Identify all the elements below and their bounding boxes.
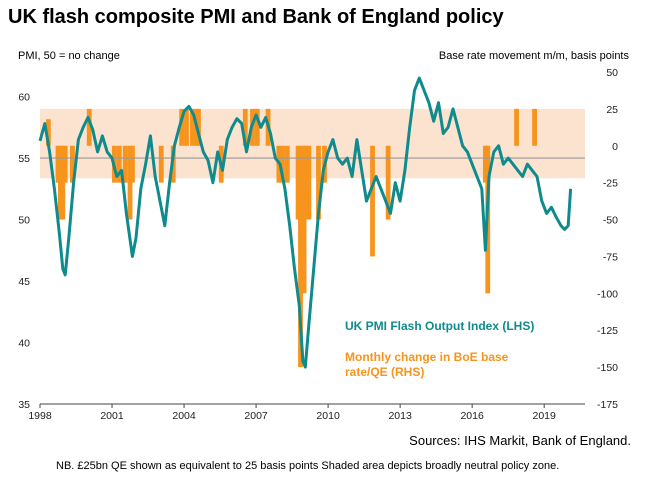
legend-pmi: UK PMI Flash Output Index (LHS) [345,319,534,333]
source-text: Sources: IHS Markit, Bank of England. [409,433,631,448]
boe-bar-29 [301,145,307,294]
boe-bar-1 [55,145,61,183]
left-tick-label-2: 45 [18,276,30,288]
neutral-zone-band [40,108,585,179]
left-tick-label-0: 35 [18,399,30,411]
boe-bar-36 [482,145,488,183]
boe-bar-2 [58,145,63,220]
right-tick-label-2: -125 [597,325,618,337]
boe-bar-11 [130,145,135,183]
boe-bar-18 [196,108,201,146]
legend-boe-line2: rate/QE (RHS) [345,365,424,379]
boe-bar-12 [158,145,164,183]
right-tick-label-9: 50 [606,67,618,79]
boe-bar-28 [298,145,303,368]
x-tick-label-2: 2004 [172,410,196,422]
boe-bar-38 [514,108,519,146]
boe-bar-30 [304,145,309,220]
right-tick-label-1: -150 [597,362,618,374]
right-tick-label-0: -175 [597,399,618,411]
boe-bar-5 [70,145,75,183]
x-tick-label-1: 2001 [100,410,124,422]
x-tick-label-5: 2013 [388,410,412,422]
left-y-axis: 35 40 45 50 55 60 [18,92,30,411]
x-axis: 1998 2001 2004 2007 2010 2013 2016 2019 [28,403,585,422]
boe-bar-6 [86,108,92,146]
boe-bar-20 [242,108,248,146]
left-tick-label-3: 50 [18,215,30,227]
right-y-axis: -175 -150 -125 -100 -75 -50 -25 0 25 50 [597,67,618,411]
right-tick-label-4: -75 [603,251,618,263]
right-tick-label-7: 0 [612,141,618,153]
boe-bar-27 [295,145,301,220]
boe-bar-16 [190,108,195,146]
boe-bar-4 [62,145,68,183]
boe-bar-39 [532,108,537,146]
x-tick-label-0: 1998 [28,410,52,422]
left-axis-caption: PMI, 50 = no change [18,50,120,62]
legend-boe-line1: Monthly change in BoE base [345,350,509,364]
x-tick-label-3: 2007 [244,410,268,422]
right-tick-label-6: -25 [603,178,618,190]
right-tick-label-8: 25 [606,104,618,116]
boe-bar-3 [60,145,66,220]
boe-bar-32 [316,145,321,220]
boe-bar-10 [127,145,133,220]
boe-bar-0 [46,119,51,146]
left-tick-label-1: 40 [18,338,30,350]
boe-bar-31 [306,145,312,220]
boe-bar-9 [122,145,128,183]
left-tick-label-5: 60 [18,92,30,104]
right-tick-label-3: -100 [597,288,618,300]
right-tick-label-5: -50 [603,215,618,227]
footnote: NB. £25bn QE shown as equivalent to 25 b… [56,460,560,472]
boe-bar-14 [179,108,185,146]
x-tick-label-4: 2010 [316,410,340,422]
right-axis-caption: Base rate movement m/m, basis points [438,50,629,62]
boe-bar-26 [284,145,290,183]
x-tick-label-6: 2016 [460,410,484,422]
left-tick-label-4: 55 [18,153,30,165]
boe-bar-15 [184,108,189,146]
boe-bar-35 [385,145,391,220]
boe-bar-34 [370,145,375,257]
x-tick-label-7: 2019 [533,410,557,422]
boe-bar-25 [280,145,285,183]
boe-bar-22 [254,108,260,146]
boe-bar-8 [116,145,122,183]
pmi-line-series [38,76,573,369]
chart-title: UK flash composite PMI and Bank of Engla… [8,6,504,28]
